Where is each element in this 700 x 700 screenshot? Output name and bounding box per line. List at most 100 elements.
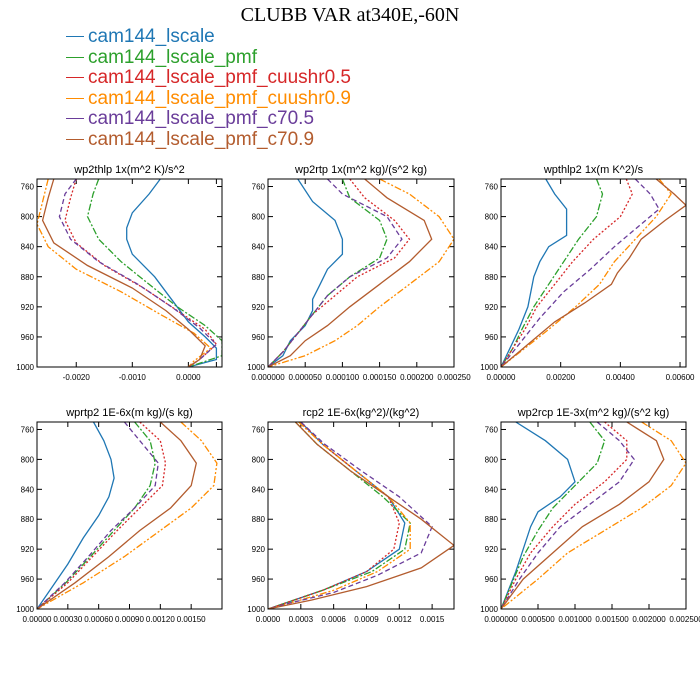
x-tick-label: 0.00060: [84, 615, 113, 624]
legend-label: cam144_lscale_pmf_cuushr0.9: [88, 87, 351, 109]
y-tick-label: 840: [252, 243, 266, 252]
series-line-cam144_lscale_pmf_cuushr0.5: [501, 422, 628, 609]
y-tick-label: 960: [252, 575, 266, 584]
series-line-cam144_lscale_pmf_c70.5: [268, 179, 403, 367]
series-line-cam144_lscale_pmf_cuushr0.5: [64, 179, 218, 367]
series-line-cam144_lscale: [126, 179, 218, 367]
legend-line-swatch: [66, 118, 84, 119]
x-tick-label: 0.00090: [115, 615, 144, 624]
series-line-cam144_lscale_pmf_cuushr0.9: [37, 179, 212, 367]
plot-frame: [500, 421, 687, 610]
series-line-cam144_lscale_pmf_cuushr0.9: [37, 422, 218, 609]
y-tick-label: 880: [252, 273, 266, 282]
y-tick-label: 1000: [480, 363, 498, 372]
plot-frame: [267, 178, 455, 368]
plot-frame: [36, 178, 223, 368]
legend-label: cam144_lscale_pmf_c70.5: [88, 108, 315, 129]
x-tick-label: 0.00000: [23, 615, 52, 624]
x-tick-label: 0.00400: [606, 373, 635, 382]
y-tick-label: 920: [21, 303, 35, 312]
series-line-cam144_lscale: [37, 422, 115, 609]
series-line-cam144_lscale_pmf: [501, 179, 604, 367]
x-tick-label: 0.001000: [558, 615, 592, 624]
chart-title: rcp2 1E-6x(kg^2)/(kg^2): [303, 407, 420, 419]
plot-frame: [267, 421, 455, 610]
x-tick-label: 0.0015: [420, 615, 445, 624]
series-line-cam144_lscale_pmf_c70.9: [501, 422, 665, 609]
y-tick-label: 960: [21, 333, 35, 342]
x-tick-label: 0.001500: [595, 615, 629, 624]
legend-line-swatch: [66, 36, 84, 37]
x-tick-label: 0.0000: [256, 615, 281, 624]
x-tick-label: 0.002000: [632, 615, 666, 624]
y-tick-label: 760: [21, 425, 35, 434]
chart-panel-4: wprtp2 1E-6x(m kg)/(s kg) 760 800 840 880 920…: [16, 407, 223, 624]
series-line-cam144_lscale_pmf_cuushr0.5: [501, 179, 634, 367]
y-tick-label: 1000: [16, 605, 34, 614]
y-tick-label: 800: [21, 213, 35, 222]
y-tick-label: 760: [252, 425, 266, 434]
x-tick-label: 0.000050: [289, 373, 323, 382]
series-line-cam144_lscale_pmf: [37, 422, 156, 609]
y-tick-label: 960: [21, 575, 35, 584]
x-tick-label: 0.00600: [666, 373, 695, 382]
chart-title: wp2rcp 1E-3x(m^2 kg)/(s^2 kg): [517, 407, 670, 419]
y-tick-label: 880: [21, 273, 35, 282]
chart-panel-1: wp2thlp 1x(m^2 K)/s^2 760 800 840 880 920 960 1…: [16, 164, 223, 382]
y-tick-label: 880: [485, 273, 499, 282]
x-tick-label: 0.000000: [251, 373, 285, 382]
y-tick-label: 840: [21, 243, 35, 252]
series-line-cam144_lscale_pmf_c70.5: [268, 422, 433, 609]
y-tick-label: 840: [21, 485, 35, 494]
series-line-cam144_lscale: [501, 422, 576, 609]
x-tick-label: 0.000000: [484, 615, 518, 624]
legend-line-swatch: [66, 56, 84, 58]
series-line-cam144_lscale_pmf_cuushr0.9: [501, 422, 686, 609]
y-tick-label: 760: [485, 183, 499, 192]
y-tick-label: 880: [252, 515, 266, 524]
x-tick-label: 0.000500: [521, 615, 555, 624]
x-tick-label: 0.00150: [177, 615, 206, 624]
chart-title: wprtp2 1E-6x(m kg)/(s kg): [65, 407, 193, 419]
y-tick-label: 760: [21, 183, 35, 192]
series-line-cam144_lscale_pmf_cuushr0.9: [501, 179, 672, 367]
x-tick-label: 0.000200: [400, 373, 434, 382]
y-tick-label: 760: [485, 425, 499, 434]
chart-panel-2: wp2rtp 1x(m^2 kg)/(s^2 kg) 760 800 840 880 92…: [247, 164, 471, 382]
chart-panel-6: wp2rcp 1E-3x(m^2 kg)/(s^2 kg) 760 800 840 88…: [480, 407, 700, 624]
chart-title: wpthlp2 1x(m K^2)/s: [543, 164, 644, 176]
y-tick-label: 920: [252, 303, 266, 312]
plot-frame: [36, 421, 223, 610]
series-line-cam144_lscale_pmf: [86, 179, 222, 367]
figure-title: CLUBB VAR at340E,-60N: [240, 4, 460, 26]
x-tick-label: 0.0006: [321, 615, 346, 624]
chart-title: wp2rtp 1x(m^2 kg)/(s^2 kg): [294, 164, 427, 176]
x-tick-label: 0.00120: [146, 615, 175, 624]
series-line-cam144_lscale_pmf: [268, 422, 411, 609]
x-tick-label: 0.000250: [437, 373, 471, 382]
x-tick-label: 0.00030: [53, 615, 82, 624]
series-line-cam144_lscale_pmf_cuushr0.5: [37, 422, 167, 609]
series-line-cam144_lscale_pmf_c70.9: [37, 422, 197, 609]
series-line-cam144_lscale: [268, 179, 344, 367]
chart-title: wp2thlp 1x(m^2 K)/s^2: [73, 164, 185, 176]
x-tick-label: -0.0020: [63, 373, 91, 382]
x-tick-label: 0.0003: [289, 615, 314, 624]
x-tick-label: 0.000100: [326, 373, 360, 382]
y-tick-label: 880: [485, 515, 499, 524]
series-line-cam144_lscale_pmf_c70.5: [501, 422, 636, 609]
series-line-cam144_lscale_pmf_c70.9: [268, 179, 433, 367]
y-tick-label: 840: [485, 485, 499, 494]
x-tick-label: 0.00000: [487, 373, 516, 382]
y-tick-label: 800: [252, 213, 266, 222]
legend-line-swatch: [66, 138, 84, 140]
series-line-cam144_lscale_pmf: [501, 422, 606, 609]
series-line-cam144_lscale_pmf_cuushr0.9: [268, 179, 454, 367]
series-line-cam144_lscale_pmf_c70.9: [41, 179, 206, 367]
legend-label: cam144_lscale: [88, 26, 215, 47]
y-tick-label: 1000: [247, 363, 265, 372]
y-tick-label: 800: [485, 213, 499, 222]
series-line-cam144_lscale: [501, 179, 568, 367]
y-tick-label: 1000: [16, 363, 34, 372]
